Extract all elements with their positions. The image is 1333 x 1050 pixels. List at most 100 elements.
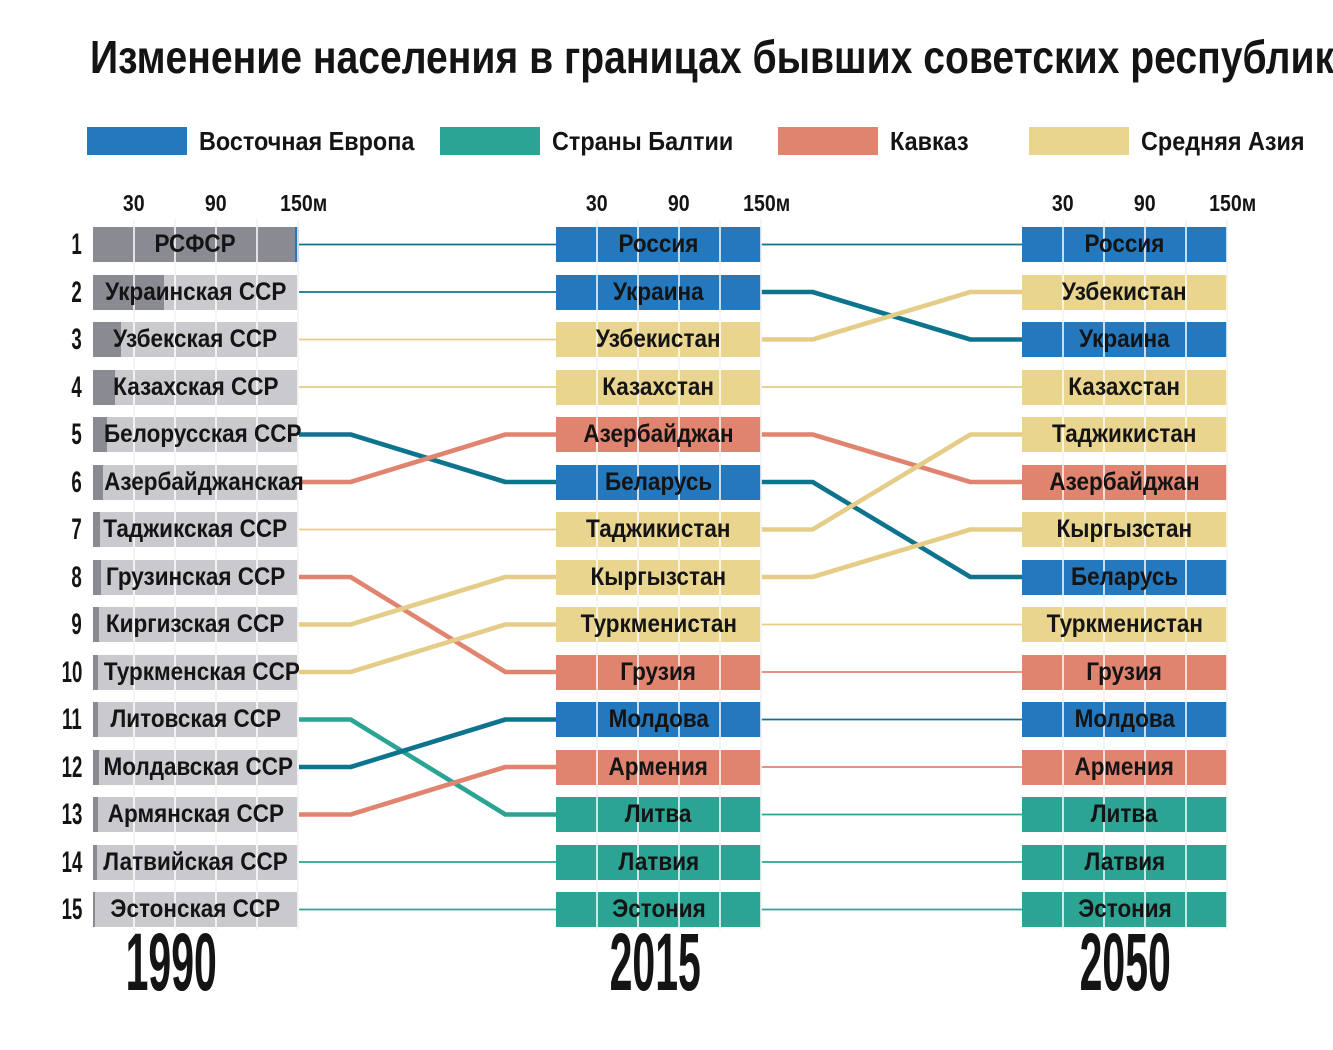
connector-line: [299, 432, 557, 485]
axis-tick-text: 150м: [1209, 190, 1257, 216]
gridline-overlay: [596, 219, 598, 930]
bar-label-text: Грузия: [1086, 657, 1163, 686]
bar-label-text: Литовская ССР: [110, 705, 281, 733]
bar-country: [1022, 844, 1227, 880]
rank-label: 6: [22, 465, 82, 500]
axis-tick-label: 150м: [725, 190, 809, 216]
bar-label-text: Беларусь: [1070, 562, 1179, 591]
bar-label: Туркменистан: [1022, 607, 1227, 642]
bar-country: [556, 749, 761, 785]
connector-line: [760, 289, 1023, 342]
bar-label-text: Туркменистан: [1046, 610, 1203, 638]
rank-label: 4: [22, 370, 82, 405]
axis-tick-text: 30: [586, 190, 608, 216]
rank-number: 8: [71, 560, 82, 594]
bar-label: Латвия: [1022, 845, 1227, 880]
axis-tick-label: 90: [174, 190, 258, 216]
bar-label: Россия: [556, 227, 761, 262]
legend-label: Средняя Азия: [1141, 126, 1305, 156]
rank-number: 1: [71, 228, 82, 261]
axis-tick-label: 90: [637, 190, 721, 216]
bar-country: [1022, 227, 1227, 262]
connector-line: [760, 432, 1023, 485]
bar-1990-background: [93, 749, 298, 785]
bar-1990-background: [93, 607, 298, 642]
bar-label: Казахстан: [1022, 370, 1227, 405]
bar-country: [1022, 274, 1227, 310]
bar-1990-background: [93, 892, 298, 927]
bar-label: Таджикская ССР: [93, 512, 298, 547]
bar-country: [556, 369, 761, 405]
bar-country: [1022, 749, 1227, 785]
rank-label: 9: [22, 607, 82, 642]
gridline-overlay: [297, 219, 299, 930]
bar-label-text: Армения: [608, 752, 709, 781]
bar-label-text: Узбекистан: [596, 325, 721, 353]
connector-line: [299, 717, 557, 770]
bar-label-text: Кыргызстан: [590, 562, 727, 591]
bar-label-text: Узбекская ССР: [113, 325, 278, 353]
bar-label: Грузинская ССР: [93, 560, 298, 595]
bar-country: [556, 892, 761, 927]
bar-label-text: Молдова: [608, 705, 709, 733]
legend-swatch-caucasus: [778, 127, 878, 155]
bar-label: Литовская ССР: [93, 702, 298, 737]
rank-number: 3: [71, 323, 82, 356]
bar-label: Украинская ССР: [93, 275, 298, 310]
bar-1990-background: [93, 322, 298, 357]
bar-label-text: Латвия: [1084, 847, 1165, 876]
gridline-overlay: [256, 219, 258, 930]
chart-title: Изменение населения в границах бывших со…: [90, 31, 1333, 83]
bar-country: [556, 227, 761, 262]
bar-label: Узбекистан: [1022, 275, 1227, 310]
bar-1990-population: [93, 844, 97, 880]
bar-label-text: Украинская ССР: [104, 277, 287, 306]
bar-country: [1022, 797, 1227, 832]
axis-tick-text: 90: [205, 190, 227, 216]
rank-number: 14: [61, 845, 82, 879]
bar-label: Литва: [556, 797, 761, 832]
rank-number: 9: [71, 608, 82, 641]
rank-label: 10: [22, 655, 82, 690]
rank-number: 15: [61, 893, 82, 926]
rank-label: 7: [22, 512, 82, 547]
axis-tick-text: 90: [668, 190, 690, 216]
rank-label: 8: [22, 560, 82, 595]
axis-tick-text: 30: [1052, 190, 1074, 216]
bar-label: Беларусь: [556, 465, 761, 500]
bar-country: [556, 702, 761, 737]
year-label-2050: 2050: [1079, 917, 1171, 1008]
bar-1990-population: [93, 274, 164, 310]
bar-label: Эстонская ССР: [93, 892, 298, 927]
gridline-overlay: [1185, 219, 1187, 930]
bar-country: [1022, 464, 1227, 500]
bar-label-text: Туркменская ССР: [103, 657, 300, 686]
bar-label-text: Узбекистан: [1062, 277, 1187, 306]
bar-label-text: Армянская ССР: [107, 800, 284, 828]
connector-line: [299, 717, 557, 817]
bar-1990-population: [93, 702, 98, 737]
bar-label: Украина: [1022, 322, 1227, 357]
bar-country: [556, 322, 761, 357]
bar-1990-background: [93, 654, 298, 690]
legend-swatch-east-europe: [87, 127, 187, 155]
axis-tick-label: 30: [92, 190, 176, 216]
bar-label-text: Туркменистан: [580, 610, 737, 638]
rank-label: 5: [22, 417, 82, 452]
bar-1990-background: [93, 464, 298, 500]
gridline-overlay: [678, 219, 680, 930]
axis-tick-text: 150м: [280, 190, 328, 216]
legend-label: Страны Балтии: [552, 126, 734, 156]
bar-label-text: Грузинская ССР: [105, 562, 286, 591]
bar-label-text: Казахская ССР: [112, 372, 279, 401]
rank-number: 12: [61, 750, 82, 784]
bar-label-text: Казахстан: [1068, 372, 1181, 401]
bar-1990-population: [93, 464, 103, 500]
bar-label-text: Молдавская ССР: [103, 752, 293, 781]
bar-country: [556, 844, 761, 880]
axis-tick-label: 90: [1103, 190, 1187, 216]
gridline-overlay: [637, 219, 639, 930]
connector-line: [760, 527, 1023, 580]
legend-label: Восточная Европа: [199, 126, 415, 156]
axis-tick-label: 150м: [262, 190, 346, 216]
